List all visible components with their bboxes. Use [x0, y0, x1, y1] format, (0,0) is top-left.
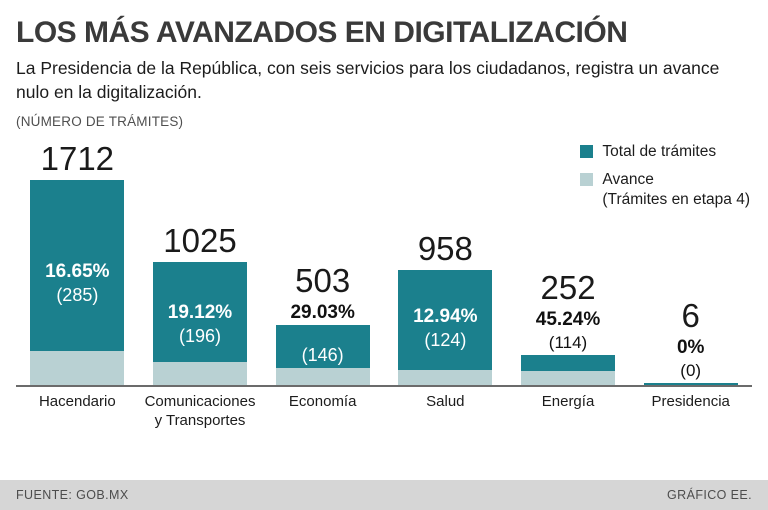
plot-area: 1712 16.65% (285) 1025 19.12% (196) 503 29.03%(… [16, 133, 752, 388]
total-bar [643, 383, 738, 386]
avance-bar [521, 371, 616, 386]
total-bar [521, 355, 616, 386]
total-bar: 19.12% (196) [153, 262, 247, 386]
category-label: Presidencia [651, 393, 730, 411]
bar-inner-labels: 19.12% (196) [153, 262, 247, 385]
bar-group: 1025 19.12% (196) [139, 133, 262, 386]
total-swatch-icon [580, 145, 594, 158]
total-value-label: 6 [681, 296, 700, 334]
count-label: (0) [680, 361, 702, 380]
total-value-label: 503 [295, 261, 351, 299]
credit-label: GRÁFICO EE. [667, 488, 752, 502]
footer-bar: FUENTE: GOB.MX GRÁFICO EE. [0, 480, 768, 510]
bar-group: 6 0% (0) [629, 133, 752, 386]
subtitle: La Presidencia de la República, con seis… [16, 58, 720, 102]
bar-group: 503 29.03% (146) [261, 133, 384, 386]
category-label: Hacendario [38, 393, 116, 411]
total-bar: 16.65% (285) [30, 180, 125, 386]
total-value-label: 958 [417, 229, 473, 267]
percent-label: 19.12% [167, 301, 233, 323]
category-label: Economía [288, 393, 357, 411]
bar-group: 252 45.24% (114) [507, 133, 630, 386]
bar-group: 958 12.94% (124) [384, 133, 507, 386]
total-value-label: 1025 [163, 221, 237, 259]
total-bar: 12.94% (124) [398, 270, 493, 386]
legend-item-avance: Avance (Trámites en etapa 4) [580, 170, 750, 210]
category-row: Hacendario Comunicaciones y Transportes Ec… [16, 393, 752, 431]
avance-swatch-icon [580, 173, 594, 187]
total-bar: (146) [275, 325, 370, 386]
percent-label: 12.94% [413, 305, 478, 327]
total-value-label: 1712 [40, 139, 115, 177]
count-label: (196) [178, 325, 222, 346]
avance-bar [153, 362, 247, 386]
avance-bar [30, 351, 125, 386]
bar-inner-labels: (146) [276, 325, 370, 385]
count-label: (146) [301, 345, 344, 366]
bar-inner-labels: 16.65% (285) [30, 180, 124, 385]
count-label: (124) [424, 329, 467, 350]
legend-total-label: Total de trámites [602, 143, 717, 160]
avance-bar [398, 370, 493, 386]
legend-avance-sublabel: (Trámites en etapa 4) [602, 191, 750, 209]
page-title: LOS MÁS AVANZADOS EN DIGITALIZACIÓN [16, 16, 628, 49]
bar-group: 1712 16.65% (285) [16, 133, 139, 386]
avance-bar [275, 368, 370, 386]
percent-label: 16.65% [45, 260, 110, 282]
legend-avance-title: Avance [602, 171, 654, 189]
percent-label: 45.24% [535, 309, 601, 331]
legend-avance-label: Avance (Trámites en etapa 4) [602, 170, 750, 210]
total-value-label: 252 [540, 268, 596, 306]
category-label: Salud [426, 393, 465, 411]
count-label: (285) [56, 284, 99, 305]
bar-inner-labels: 12.94% (124) [398, 270, 492, 385]
axis-note: (NÚMERO DE TRÁMITES) [16, 114, 184, 130]
category-label: Energía [541, 393, 595, 411]
legend: Total de trámites Avance (Trámites en et… [580, 142, 750, 218]
legend-item-total: Total de trámites [580, 142, 750, 162]
count-label: (114) [548, 333, 588, 352]
percent-label: 29.03% [290, 302, 355, 324]
category-label: Comunicaciones y Transportes [144, 393, 256, 429]
source-label: FUENTE: GOB.MX [16, 488, 129, 502]
percent-label: 0% [676, 337, 705, 359]
